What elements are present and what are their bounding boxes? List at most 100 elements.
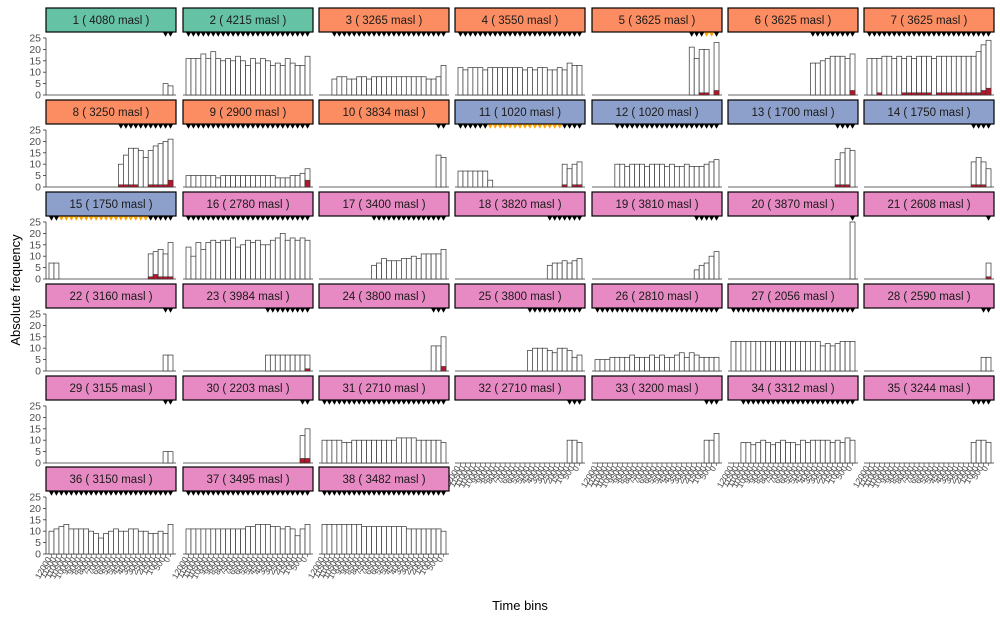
bin-marker <box>108 216 114 221</box>
bar <box>381 526 387 555</box>
bin-marker <box>341 491 347 496</box>
bar <box>960 55 967 96</box>
y-tick-label: 5 <box>35 537 41 549</box>
bin-marker <box>280 308 286 313</box>
bin-marker <box>168 400 173 405</box>
bin-marker <box>487 124 493 129</box>
bar <box>775 341 781 372</box>
bin-marker <box>255 216 261 221</box>
bin-marker <box>200 32 206 37</box>
panel-label: 37 ( 3495 masl ) <box>206 474 289 486</box>
bar <box>210 175 217 188</box>
highlight-bar <box>911 92 917 96</box>
bar <box>561 163 568 188</box>
bar <box>260 175 266 188</box>
bar <box>294 65 301 96</box>
bar <box>492 67 499 96</box>
bin-marker <box>659 308 665 313</box>
bin-marker <box>351 400 357 405</box>
bar <box>430 528 437 555</box>
bin-marker <box>230 124 236 129</box>
bar <box>713 42 720 96</box>
panel: 26 ( 2810 masl ) <box>591 283 723 372</box>
bin-marker <box>396 216 402 221</box>
bin-marker <box>411 216 417 221</box>
bar <box>844 58 851 96</box>
bar <box>619 163 626 188</box>
panel-strip <box>318 7 450 33</box>
bin-marker <box>245 124 251 129</box>
bin-marker <box>250 216 256 221</box>
bar <box>167 451 174 464</box>
highlight-bar <box>698 92 705 96</box>
bin-marker <box>421 216 427 221</box>
bin-marker <box>921 32 927 37</box>
bin-marker <box>300 216 305 221</box>
bin-marker <box>986 400 991 405</box>
bar <box>98 537 104 555</box>
bin-marker <box>260 32 266 37</box>
bin-marker <box>163 400 168 405</box>
bar <box>435 345 442 372</box>
bin-marker <box>351 32 357 37</box>
bin-marker <box>750 308 756 313</box>
bin-marker <box>381 216 387 221</box>
bar <box>985 39 992 96</box>
bin-marker <box>825 400 831 405</box>
bar <box>713 356 720 372</box>
panel-strip <box>863 375 995 401</box>
bar <box>157 143 164 188</box>
bar <box>142 157 149 188</box>
bin-marker <box>406 400 412 405</box>
bin-marker <box>275 308 281 313</box>
bin-marker <box>186 32 191 37</box>
bar <box>304 428 311 464</box>
bar <box>594 359 601 372</box>
bar <box>185 175 192 188</box>
panel-strip <box>591 7 723 33</box>
bar <box>834 159 841 188</box>
bar <box>980 356 987 372</box>
x-tick-label: 0 <box>707 464 718 473</box>
bar <box>669 163 675 188</box>
bar <box>200 53 207 96</box>
bar <box>970 55 977 96</box>
bin-marker <box>290 124 296 129</box>
bar <box>162 533 169 555</box>
bar <box>477 67 484 96</box>
y-tick-label: 20 <box>29 320 41 332</box>
bar <box>435 253 442 280</box>
panel-strip <box>45 191 177 217</box>
panel-label: 38 ( 3482 masl ) <box>342 474 425 486</box>
bar <box>162 83 169 96</box>
bin-marker <box>704 400 709 405</box>
bin-marker <box>441 32 446 37</box>
bar <box>405 258 412 280</box>
bar <box>571 260 578 280</box>
bin-marker <box>567 32 572 37</box>
bin-marker <box>557 32 563 37</box>
bin-marker <box>300 491 305 496</box>
bin-marker <box>63 491 69 496</box>
bin-marker <box>770 308 776 313</box>
bin-marker <box>472 32 478 37</box>
panel-strip <box>45 283 177 309</box>
bin-marker <box>230 216 236 221</box>
bar <box>361 526 367 555</box>
highlight-bar <box>167 276 174 280</box>
panel-label: 13 ( 1700 masl ) <box>751 107 834 119</box>
bar <box>410 76 417 96</box>
bin-marker <box>492 124 498 129</box>
bin-marker <box>517 124 523 129</box>
bar <box>664 356 670 372</box>
highlight-bar <box>901 92 907 96</box>
bin-marker <box>200 491 206 496</box>
bar <box>703 356 710 372</box>
bin-marker <box>275 491 281 496</box>
bin-marker <box>926 32 932 37</box>
bar <box>576 161 583 188</box>
bar <box>220 528 227 555</box>
bin-marker <box>436 32 441 37</box>
bar <box>571 163 578 188</box>
